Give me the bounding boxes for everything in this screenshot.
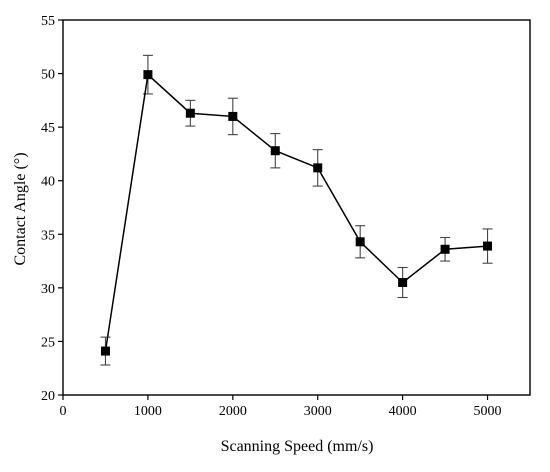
x-tick-label-3000: 3000 <box>304 404 332 419</box>
data-point-2500 <box>270 146 280 156</box>
data-point-500 <box>100 346 110 356</box>
plot-frame <box>62 19 531 396</box>
x-axis-title: Scanning Speed (mm/s) <box>221 438 374 455</box>
y-tick-label-20: 20 <box>41 389 55 404</box>
data-point-4500 <box>440 244 450 254</box>
x-tick-label-2000: 2000 <box>219 404 247 419</box>
data-point-1000 <box>143 70 153 80</box>
data-point-4000 <box>398 278 408 287</box>
x-tick-label-0: 0 <box>60 404 67 419</box>
y-tick-label-30: 30 <box>41 282 55 297</box>
x-tick-label-1000: 1000 <box>134 404 162 419</box>
x-tick-label-4000: 4000 <box>389 404 417 419</box>
y-tick-label-55: 55 <box>41 14 55 29</box>
series-line <box>104 73 488 352</box>
y-tick-label-45: 45 <box>41 121 55 136</box>
axes <box>62 19 531 396</box>
data-point-1500 <box>185 108 195 118</box>
data-point-5000 <box>483 241 493 251</box>
data-point-2000 <box>228 111 238 121</box>
y-tick-label-50: 50 <box>41 68 55 83</box>
data-point-3500 <box>355 237 365 247</box>
error-bars <box>100 54 493 366</box>
y-tick-label-25: 25 <box>41 335 55 350</box>
data-point-3000 <box>313 163 323 173</box>
ticks: 0 1000 2000 3000 4000 5000 20 25 30 35 40 45 50 55 <box>41 14 502 419</box>
y-tick-label-35: 35 <box>41 228 55 243</box>
data-markers <box>100 70 493 356</box>
x-tick-label-5000: 5000 <box>474 404 502 419</box>
y-tick-label-40: 40 <box>41 175 55 190</box>
y-axis-title: Contact Angle (°) <box>12 152 29 265</box>
data-line-layer <box>104 73 488 352</box>
